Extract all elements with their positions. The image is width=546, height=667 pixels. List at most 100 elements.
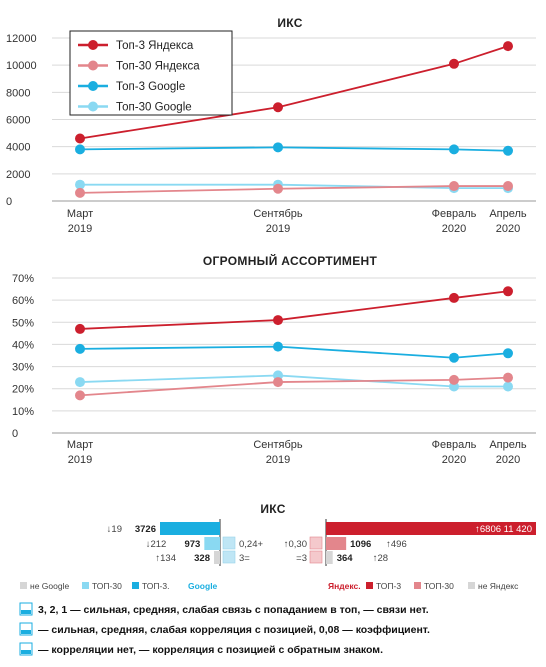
data-point	[449, 144, 459, 155]
yandex-correlation: ↑0,30	[284, 539, 307, 550]
data-point	[75, 323, 85, 334]
data-point	[75, 179, 85, 190]
x-tick-label: 2020	[496, 454, 520, 466]
legend-swatch	[20, 582, 27, 589]
yandex-bar	[326, 522, 536, 535]
y-tick-label: 6000	[6, 115, 30, 127]
data-point	[503, 372, 513, 383]
x-tick-label: Сентябрь	[253, 439, 303, 451]
series-line	[79, 185, 508, 194]
data-point	[503, 181, 513, 192]
data-point	[75, 343, 85, 354]
data-point	[503, 145, 513, 156]
data-point	[75, 133, 85, 144]
footnote-icon-fill	[21, 650, 31, 654]
data-point	[449, 374, 459, 385]
legend-brand: Google	[188, 581, 218, 591]
legend-brand: Яндекс.	[328, 581, 361, 591]
footnote-text: — корреляции нет, — корреляция с позицие…	[38, 644, 383, 656]
google-bar	[214, 551, 220, 564]
y-tick-label: 2000	[6, 169, 30, 181]
y-tick-label: 0	[12, 428, 18, 440]
x-tick-label: Апрель	[489, 439, 527, 451]
legend-label: Топ-30 Google	[116, 102, 192, 114]
y-tick-label: 50%	[12, 317, 34, 329]
correlation-icon	[309, 550, 323, 564]
x-tick-label: Февраль	[432, 439, 477, 451]
legend-label: Топ-3 Google	[116, 81, 185, 93]
yandex-bar	[326, 551, 333, 564]
legend-marker	[88, 101, 98, 112]
data-point	[273, 102, 283, 113]
data-point	[75, 390, 85, 401]
iks-line-chart: ИКС 0 2000 4000 6000 8000 10000 12000 Март 2019 Се…	[6, 16, 536, 235]
x-tick-label: Сентябрь	[253, 208, 303, 220]
data-point	[273, 142, 283, 153]
x-tick-label: 2019	[68, 454, 92, 466]
legend-label: ТОП-30	[92, 581, 122, 591]
data-point	[503, 348, 513, 359]
y-tick-label: 4000	[6, 142, 30, 154]
series-line	[79, 345, 509, 359]
data-point	[273, 341, 283, 352]
footnote-text: 3, 2, 1 — сильная, средняя, слабая связь…	[38, 604, 429, 616]
google-change: ↓19	[107, 524, 122, 535]
x-tick-label: Апрель	[489, 208, 527, 220]
data-point	[449, 352, 459, 363]
legend-label: ТОП-3.	[142, 581, 169, 591]
data-point	[273, 183, 283, 194]
data-point	[75, 144, 85, 155]
yandex-value: 364	[337, 553, 354, 564]
google-correlation: 0,24+	[239, 539, 263, 550]
yandex-bar	[326, 537, 347, 550]
chart-title: ОГРОМНЫЙ АССОРТИМЕНТ	[203, 253, 378, 268]
legend-label: Топ-3 Яндекса	[116, 40, 194, 52]
data-point	[273, 315, 283, 326]
data-point	[449, 292, 459, 303]
google-bar	[204, 537, 220, 550]
series-line	[79, 146, 509, 152]
legend-marker	[88, 81, 98, 91]
legend-swatch	[82, 582, 89, 589]
y-tick-label: 40%	[12, 339, 34, 351]
google-change: ↓212	[146, 539, 167, 550]
google-value: 328	[194, 553, 210, 564]
x-tick-label: Февраль	[432, 208, 477, 220]
footnote-icon-fill	[21, 630, 31, 634]
series-line	[79, 45, 509, 140]
series-line	[79, 376, 509, 397]
y-tick-label: 60%	[12, 295, 34, 307]
google-change: ↑134	[155, 553, 176, 564]
y-tick-label: 10000	[6, 60, 37, 72]
x-tick-label: 2019	[266, 454, 290, 466]
x-tick-label: 2019	[266, 223, 290, 235]
x-tick-label: Март	[67, 208, 93, 220]
data-point	[449, 58, 459, 69]
legend-label: ТОП-30	[424, 581, 454, 591]
correlation-icon	[309, 536, 323, 550]
x-tick-label: 2020	[442, 223, 466, 235]
legend-swatch	[414, 582, 421, 589]
legend-marker	[88, 40, 98, 50]
x-tick-label: 2019	[68, 223, 92, 235]
x-tick-label: Март	[67, 439, 93, 451]
google-value: 973	[184, 539, 200, 550]
legend-label: ТОП-3	[376, 581, 401, 591]
correlation-icon	[222, 550, 236, 564]
google-correlation: 3=	[239, 553, 250, 564]
chart-title: ИКС	[277, 16, 302, 30]
data-point	[503, 41, 513, 52]
x-tick-label: 2020	[442, 454, 466, 466]
yandex-change: ↑496	[386, 539, 407, 550]
y-tick-label: 30%	[12, 362, 34, 374]
y-tick-label: 12000	[6, 33, 37, 45]
iks-bar-summary: ИКС 3726 ↓19 973 ↓212 0,24+ 328 ↑134 3= ↑6806 11 …	[19, 502, 536, 656]
assortment-line-chart: ОГРОМНЫЙ АССОРТИМЕНТ 0 10% 20% 30% 40% 50% 60% 7…	[12, 253, 536, 466]
footnote-text: — сильная, средняя, слабая корреляция с …	[38, 624, 430, 636]
legend-swatch	[468, 582, 475, 589]
data-point	[503, 286, 513, 297]
series-line	[79, 374, 508, 388]
series-line	[79, 290, 509, 330]
legend-label: Топ-30 Яндекса	[116, 61, 200, 73]
x-tick-label: 2020	[496, 223, 520, 235]
